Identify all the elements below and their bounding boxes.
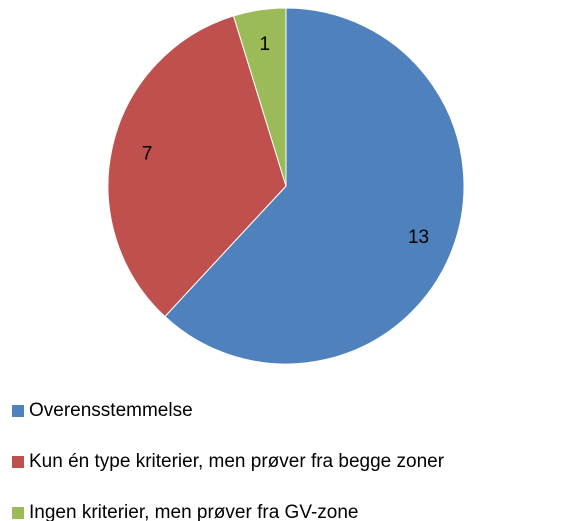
legend-swatch [12,405,24,417]
legend-swatch [12,507,24,519]
pie-slice [232,7,287,187]
data-label: 13 [408,227,429,248]
legend-label: Ingen kriterier, men prøver fra GV-zone [29,502,358,521]
legend-label: Overensstemmelse [29,400,193,421]
legend-label: Kun én type kriterier, men prøver fra be… [29,451,445,472]
legend-swatch [12,456,24,468]
pie-slice [164,7,465,365]
data-label: 1 [259,34,270,55]
pie-slice [107,15,287,318]
data-label: 7 [142,143,153,164]
